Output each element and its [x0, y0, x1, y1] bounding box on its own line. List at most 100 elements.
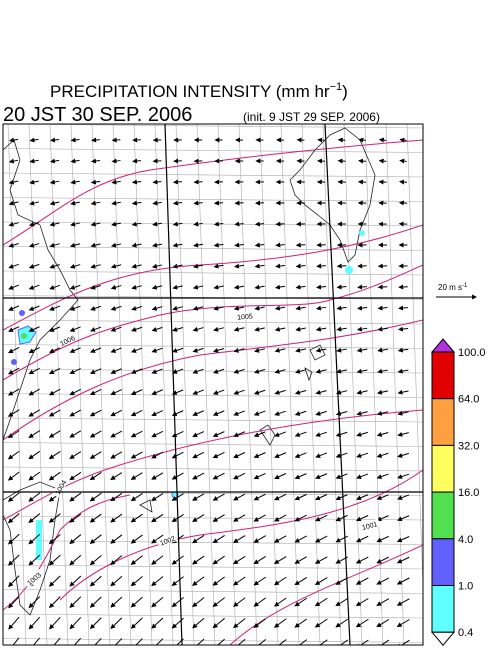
wind-arrow — [28, 409, 41, 417]
wind-arrow — [233, 535, 246, 543]
grid-line — [49, 124, 69, 645]
grid-line — [154, 124, 174, 645]
wind-arrow — [212, 597, 225, 607]
wind-arrow — [8, 305, 20, 311]
wind-arrow — [110, 638, 123, 645]
wind-arrow — [130, 430, 143, 438]
wind-arrow — [172, 179, 183, 185]
wind-arrow — [376, 618, 390, 628]
grid-line — [3, 148, 423, 153]
wind-arrow — [89, 368, 102, 374]
grid-line — [3, 417, 423, 423]
wind-arrow — [28, 616, 41, 630]
wind-arrow — [28, 554, 41, 566]
wind-arrow — [335, 389, 348, 395]
colorbar-cap — [430, 631, 456, 646]
wind-arrow — [355, 598, 369, 607]
wind-arrow — [172, 263, 183, 269]
wind-arrow — [130, 409, 143, 417]
wind-arrow — [89, 472, 102, 481]
wind-arrow — [28, 430, 41, 438]
wind-arrow — [192, 451, 205, 459]
wind-arrow — [111, 158, 121, 164]
wind-arrow — [315, 305, 327, 311]
wind-arrow — [131, 326, 143, 332]
wind-arrow — [192, 263, 204, 269]
wind-arrow — [192, 555, 205, 565]
wind-arrow — [396, 577, 410, 585]
wind-arrow — [337, 158, 346, 164]
grid-line — [259, 124, 279, 645]
wind-arrow — [151, 638, 164, 645]
wind-arrow — [254, 305, 265, 311]
grid-line — [3, 344, 423, 349]
wind-arrow — [49, 616, 61, 630]
wind-arrow — [151, 410, 164, 417]
wind-arrow — [356, 305, 368, 311]
colorbar-cell — [431, 444, 455, 493]
coastlines — [3, 127, 376, 616]
wind-arrow — [274, 473, 287, 480]
wind-arrow — [130, 493, 143, 502]
wind-arrow — [253, 535, 266, 543]
colorbar-label: 4.0 — [458, 534, 473, 546]
grid-line — [280, 124, 300, 645]
wind-arrow — [70, 137, 80, 143]
wind-arrow — [376, 389, 389, 395]
wind-arrow — [29, 200, 40, 206]
wind-arrow — [130, 472, 143, 480]
wind-arrow — [151, 576, 164, 587]
wind-arrow — [254, 284, 265, 290]
wind-arrow — [314, 514, 328, 522]
wind-arrow — [90, 200, 101, 206]
wind-arrow — [193, 242, 203, 248]
wind-arrow — [275, 263, 285, 269]
wind-arrow — [172, 347, 184, 353]
wind-arrow — [356, 452, 369, 458]
wind-arrow — [28, 596, 41, 609]
wind-arrow — [356, 410, 368, 416]
wind-arrow — [274, 493, 287, 501]
wind-arrow — [212, 534, 225, 544]
isobar-label-bg — [358, 518, 381, 532]
wind-arrow — [212, 555, 225, 565]
wind-arrow — [294, 514, 307, 522]
wind-arrow — [151, 326, 163, 332]
wind-arrow — [49, 221, 60, 227]
wind-arrow — [53, 637, 61, 645]
wind-arrow — [89, 451, 102, 459]
grid-line — [406, 124, 423, 596]
wind-arrow — [7, 471, 20, 481]
colorbar-label: 32.0 — [458, 440, 479, 452]
wind-arrow — [234, 242, 244, 248]
wind-arrow — [273, 618, 287, 628]
wind-arrow — [315, 347, 327, 353]
wind-arrow — [336, 368, 348, 374]
wind-arrow — [376, 598, 390, 606]
grid-line — [3, 564, 423, 570]
wind-arrow — [295, 263, 306, 269]
wind-arrow — [294, 597, 308, 607]
wind-arrow — [212, 389, 225, 395]
wind-arrow — [213, 326, 225, 332]
wind-arrow — [151, 347, 163, 353]
isobar-label-bg — [56, 332, 78, 349]
wind-arrow — [314, 639, 328, 645]
wind-arrow — [213, 263, 224, 269]
wind-arrow — [316, 263, 326, 269]
wind-arrow — [192, 514, 205, 522]
wind-arrow — [8, 263, 19, 269]
wind-arrow — [69, 368, 81, 374]
wind-arrow — [397, 326, 409, 332]
wind-arrow — [171, 430, 184, 438]
wind-arrow — [356, 389, 368, 395]
wind-arrow — [314, 597, 328, 607]
wind-arrow — [171, 472, 184, 480]
wind-arrow — [130, 534, 143, 544]
wind-arrow — [274, 389, 286, 395]
wind-arrow — [294, 618, 308, 628]
wind-arrow — [8, 346, 20, 354]
wind-arrow — [212, 472, 225, 480]
valid-time: 20 JST 30 SEP. 2006 — [3, 104, 192, 126]
